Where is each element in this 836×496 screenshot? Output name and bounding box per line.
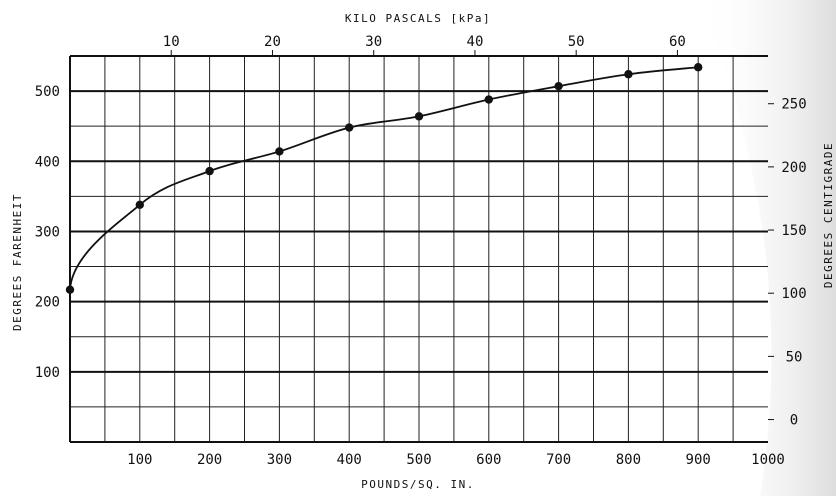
data-point	[275, 147, 284, 156]
x2-tick-label: 50	[568, 34, 585, 50]
y-tick-label: 300	[35, 224, 60, 240]
x-tick-label: 1000	[751, 452, 785, 468]
y2-tick-label: 50	[786, 349, 803, 365]
y2-tick-label: 250	[781, 97, 806, 113]
y-tick-label: 400	[35, 154, 60, 170]
x2-tick-label: 20	[264, 34, 281, 50]
data-point	[135, 200, 144, 209]
y-tick-label: 200	[35, 295, 60, 311]
series-line	[69, 66, 699, 290]
y-axis-title: DEGREES FARENHEIT	[11, 193, 24, 331]
x-tick-label: 100	[127, 452, 152, 468]
x-tick-label: 500	[406, 452, 431, 468]
x-tick-label: 300	[267, 452, 292, 468]
data-point	[484, 95, 493, 104]
x-tick-label: 400	[337, 452, 362, 468]
x-tick-label: 700	[546, 452, 571, 468]
data-point	[554, 81, 563, 91]
data-point	[414, 112, 424, 121]
data-point	[205, 166, 214, 176]
y2-tick-label: 0	[790, 413, 798, 429]
x2-tick-label: 30	[365, 34, 382, 50]
y-tick-label: 500	[35, 84, 60, 100]
x2-tick-label: 40	[467, 34, 484, 50]
x-tick-label: 200	[197, 452, 222, 468]
y2-tick-label: 200	[781, 160, 806, 176]
data-point	[694, 63, 703, 72]
x2-tick-label: 10	[163, 34, 180, 50]
data-point	[345, 123, 354, 132]
grid	[69, 55, 768, 443]
y-tick-label: 100	[35, 365, 60, 381]
x-axis-title: POUNDS/SQ. IN.	[361, 478, 475, 491]
tick-labels: 100 200 300 400 500 600 700 800 900 1000100200300…	[35, 34, 807, 468]
x-tick-label: 600	[476, 452, 501, 468]
series	[65, 63, 703, 294]
x2-tick-label: 60	[669, 34, 686, 50]
y2-axis-title: DEGREES CENTIGRADE	[822, 142, 835, 288]
x-tick-label: 800	[616, 452, 641, 468]
background-swoosh	[700, 0, 836, 496]
y2-tick-label: 100	[781, 286, 806, 302]
data-point	[624, 70, 633, 79]
x-tick-label: 900	[686, 452, 711, 468]
x2-axis-title: KILO PASCALS [kPa]	[345, 12, 491, 25]
y2-tick-label: 150	[781, 223, 806, 239]
data-point	[65, 285, 75, 294]
